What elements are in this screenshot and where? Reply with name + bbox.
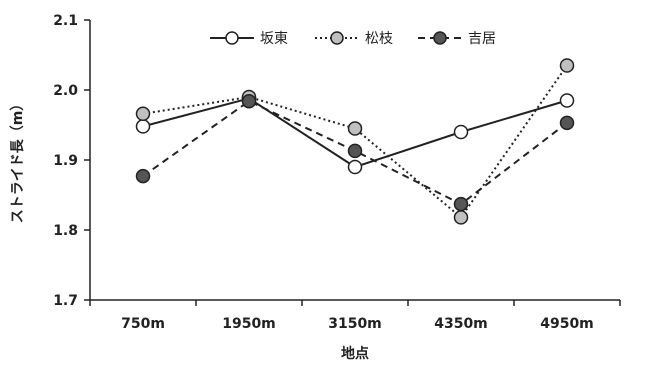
legend-marker [225,31,239,45]
data-point [135,168,151,184]
legend-marker [330,31,344,45]
legend-item: 松枝 [315,31,393,47]
x-ticks: 750m 1950m 3150m 4350m 4950m [89,300,621,332]
legend-label: 吉居 [468,31,496,47]
legend-marker [433,31,447,45]
x-tick-label: 4950m [540,316,594,332]
data-point [135,119,151,134]
x-tick-label: 750m [121,316,165,332]
y-axis-title: ストライド長（m） [10,97,26,224]
series-2 [135,58,575,225]
x-tick-label: 4350m [434,316,488,332]
y-tick-label: 2.1 [53,13,78,29]
data-point [347,143,363,159]
legend-item: 吉居 [418,31,496,47]
y-tick-label: 1.9 [53,153,78,169]
series-line [142,64,568,219]
data-point [453,196,469,212]
data-point [241,93,257,109]
y-tick-label: 2.0 [53,83,78,99]
series-3 [135,93,575,212]
data-point [559,58,575,73]
data-point [559,93,575,108]
legend-item: 坂東 [210,31,288,47]
series-layer [135,58,575,225]
x-axis-title: 地点 [341,345,369,362]
data-point [347,121,363,136]
x-tick-label: 1950m [222,316,276,332]
data-point [347,159,363,175]
legend: 坂東 松枝 吉居 [210,31,496,47]
data-point [559,115,575,131]
y-tick-label: 1.7 [53,293,78,309]
legend-label: 松枝 [365,31,393,47]
legend-label: 坂東 [260,31,288,47]
data-point [135,106,151,122]
y-ticks: 1.7 1.8 1.9 2.0 2.1 [53,13,90,309]
data-point [453,210,469,225]
x-tick-label: 3150m [328,316,382,332]
data-point [453,124,469,140]
y-tick-label: 1.8 [53,223,78,239]
